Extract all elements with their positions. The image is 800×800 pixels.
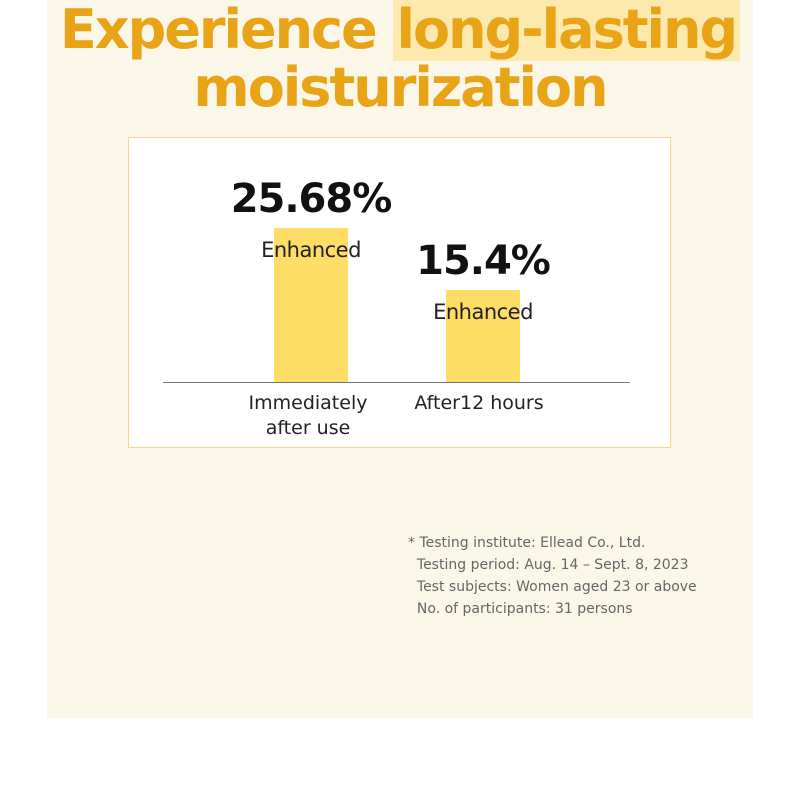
category-label: Immediately after use [248, 392, 368, 439]
footnote-line: Test subjects: Women aged 23 or above [408, 579, 697, 595]
footnote-line: * Testing institute: Ellead Co., Ltd. [408, 535, 646, 551]
footnote-line: Testing period: Aug. 14 – Sept. 8, 2023 [408, 557, 689, 573]
value-label: 15.4% [416, 238, 551, 285]
chart-box [128, 137, 671, 448]
footnote: * Testing institute: Ellead Co., Ltd. Te… [408, 532, 697, 620]
bar [446, 290, 520, 383]
baseline [163, 382, 630, 383]
title-text: Experience [59, 0, 378, 61]
title-line-2: moisturization [193, 56, 608, 119]
category-label: After12 hours [414, 392, 544, 414]
title-highlight: long-lasting [392, 0, 741, 61]
title-line-1: Experience long-lasting [0, 0, 800, 61]
footnote-line: No. of participants: 31 persons [408, 601, 633, 617]
value-note: Enhanced [433, 300, 533, 325]
bar [274, 228, 348, 383]
value-label: 25.68% [230, 176, 393, 222]
value-note: Enhanced [261, 238, 361, 262]
